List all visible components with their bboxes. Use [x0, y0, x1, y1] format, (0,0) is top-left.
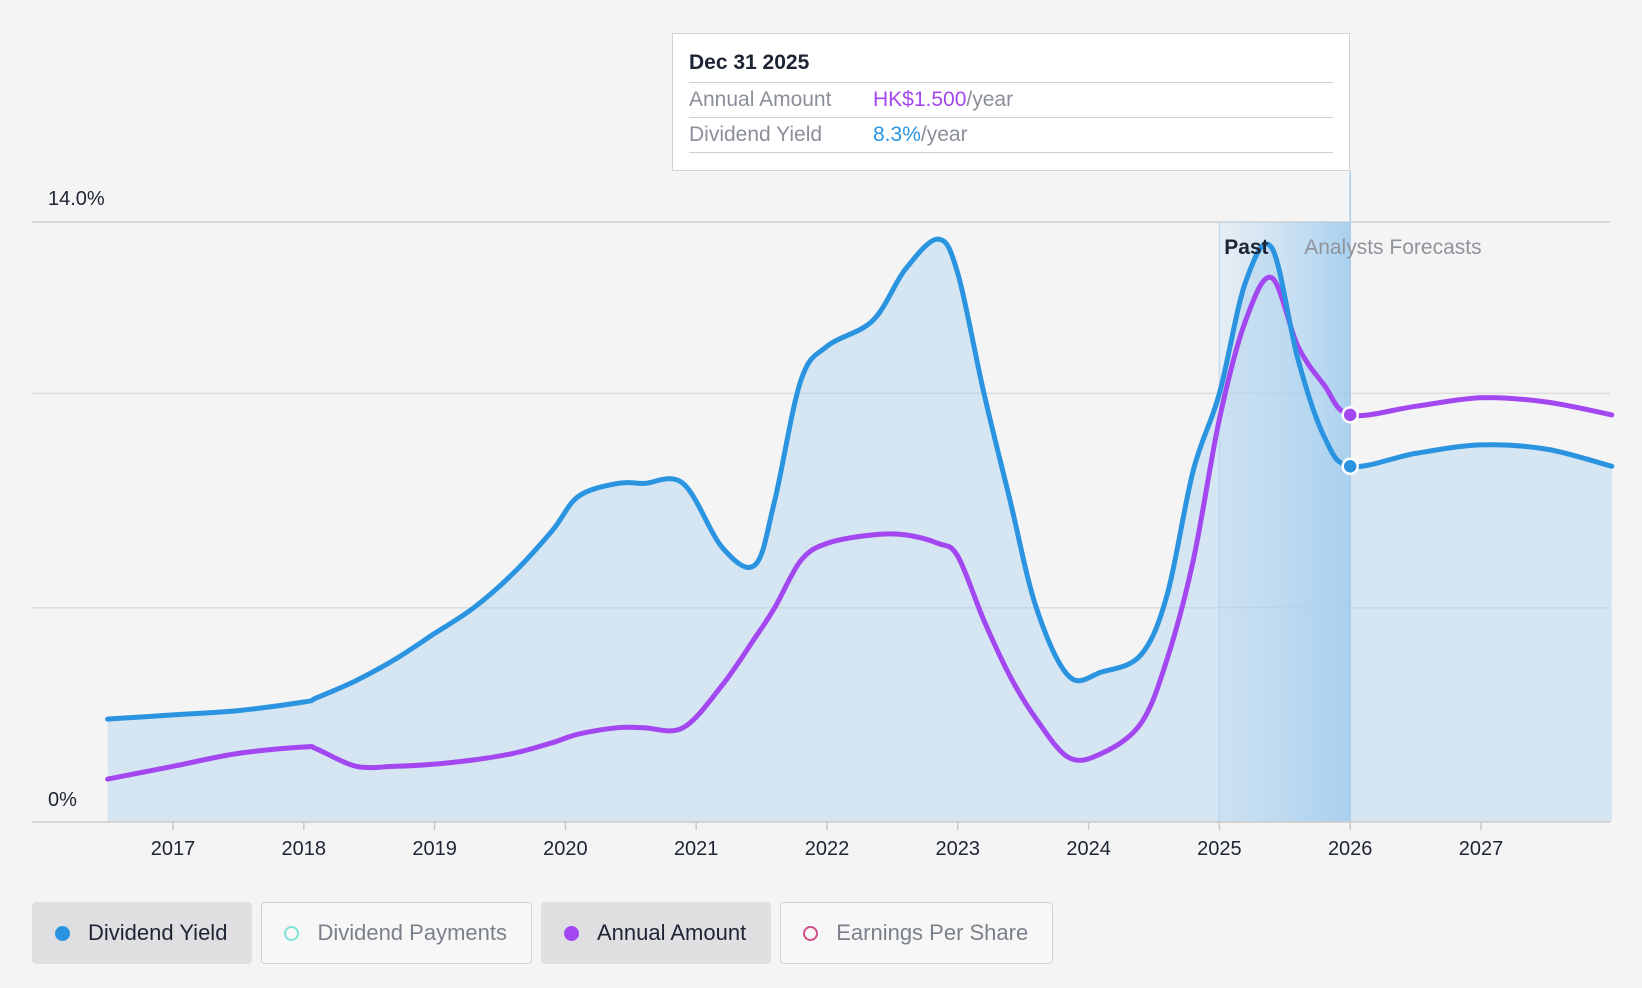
forecast-region-label: Analysts Forecasts — [1304, 236, 1481, 259]
dividend-yield-line — [105, 236, 1615, 722]
x-tick-label: 2026 — [1328, 838, 1373, 860]
annual-amount-marker — [1341, 406, 1359, 424]
legend-earnings-per-share-button[interactable]: Earnings Per Share — [780, 902, 1054, 964]
tooltip-value: HK$1.500 — [873, 88, 967, 111]
series-lines — [105, 236, 1615, 782]
y-tick-label-min: 0% — [48, 789, 77, 811]
annual-amount-dot-icon — [563, 925, 579, 941]
dividend-yield-marker — [1341, 457, 1359, 476]
legend-label: Dividend Payments — [317, 920, 507, 945]
legend-annual-amount-button[interactable]: Annual Amount — [540, 902, 772, 964]
legend-label: Annual Amount — [596, 920, 747, 945]
x-tick-label: 2024 — [1066, 838, 1111, 860]
tooltip-label: Dividend Yield — [689, 123, 823, 146]
tooltip-unit: /year — [920, 123, 968, 146]
x-axis — [32, 821, 1610, 830]
axis-labels: 2017 2018 2019 2020 2021 2022 2023 2024 2025 2026… — [48, 188, 1503, 860]
legend-dividend-yield-button[interactable]: Dividend Yield — [32, 902, 253, 964]
x-tick-label: 2019 — [412, 838, 457, 860]
x-tick-label: 2025 — [1197, 838, 1242, 860]
annual-amount-line — [105, 274, 1615, 782]
tooltip-row-dividend-yield: Dividend Yield 8.3% /year — [689, 117, 1333, 153]
tooltip-value: 8.3% — [873, 123, 921, 146]
earnings-per-share-dot-icon — [803, 925, 819, 941]
x-tick-label: 2022 — [805, 838, 850, 860]
x-tick-label: 2021 — [674, 838, 719, 860]
yield-area — [107, 239, 1612, 822]
x-tick-label: 2027 — [1459, 838, 1504, 860]
y-tick-label-max: 14.0% — [48, 188, 105, 210]
past-region — [1218, 171, 1351, 822]
dividend-payments-dot-icon — [284, 925, 300, 941]
legend-label: Earnings Per Share — [836, 920, 1029, 945]
x-tick-label: 2023 — [936, 838, 981, 860]
x-tick-label: 2017 — [151, 838, 196, 860]
tooltip-row-annual-amount: Annual Amount HK$1.500 /year — [689, 82, 1333, 117]
x-tick-label: 2018 — [282, 838, 327, 860]
tooltip: Dec 31 2025 Annual Amount HK$1.500 /year… — [672, 33, 1350, 171]
legend-label: Dividend Yield — [88, 920, 228, 945]
tooltip-date: Dec 31 2025 — [689, 51, 810, 74]
tooltip-unit: /year — [966, 88, 1014, 111]
past-region-label: Past — [1224, 236, 1268, 259]
series-markers — [1341, 406, 1359, 476]
past-region-band — [1219, 222, 1351, 822]
dividend-yield-area — [107, 239, 1612, 822]
legend: Dividend Yield Dividend Payments Annual … — [32, 902, 1054, 964]
x-tick-label: 2020 — [543, 838, 588, 860]
legend-dividend-payments-button[interactable]: Dividend Payments — [261, 902, 532, 964]
dividend-yield-dot-icon — [55, 925, 70, 941]
tooltip-label: Annual Amount — [689, 88, 832, 111]
